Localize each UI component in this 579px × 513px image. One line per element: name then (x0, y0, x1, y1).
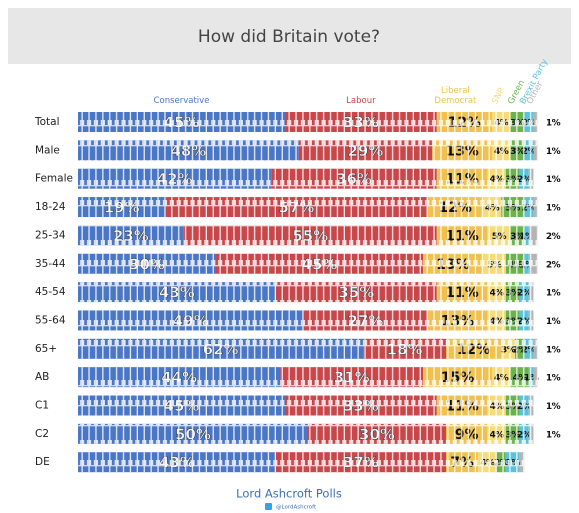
value-label: 1% (546, 289, 561, 299)
icon-texture (78, 310, 534, 331)
icon-texture (78, 423, 534, 444)
legend-label: Liberal Democrat (434, 86, 477, 106)
value-label: 2% (546, 232, 561, 242)
icon-texture (78, 253, 538, 274)
row-label: 18-24 (35, 201, 66, 213)
value-label: 1% (546, 119, 561, 129)
row-label: AB (35, 371, 49, 383)
icon-texture (78, 112, 538, 132)
value-label: 1% (546, 374, 561, 384)
row-label: 65+ (35, 343, 57, 355)
value-label: 1% (546, 147, 561, 157)
icon-texture (78, 282, 534, 303)
row-label: 25-34 (35, 229, 66, 241)
value-label: 1% (546, 204, 561, 214)
legend-label: Labour (346, 96, 376, 106)
title-band (8, 8, 571, 64)
icon-texture (78, 452, 525, 473)
legend-label: Conservative (153, 96, 210, 106)
value-label: 1% (546, 175, 561, 185)
icon-texture (78, 338, 538, 359)
row-label: C1 (35, 400, 49, 412)
icon-texture (78, 367, 538, 388)
twitter-icon (265, 503, 272, 510)
icon-texture (78, 168, 534, 189)
chart-title: How did Britain vote? (198, 27, 380, 47)
value-label: 1% (546, 317, 561, 327)
icon-texture (78, 395, 534, 416)
row-label: 55-64 (35, 314, 66, 326)
row-label: DE (35, 456, 50, 468)
row-label: Total (34, 116, 60, 128)
value-label: 1% (546, 402, 561, 412)
icon-texture (78, 140, 538, 161)
row-label: 35-44 (35, 258, 66, 270)
row-label: Female (35, 173, 73, 185)
value-label: 1% (546, 345, 561, 355)
value-label: 1% (546, 430, 561, 440)
value-label: 2% (546, 260, 561, 270)
credit: @LordAshcroft (276, 505, 317, 511)
icon-texture (78, 225, 538, 246)
row-label: C2 (35, 428, 49, 440)
icon-texture (78, 197, 538, 218)
row-label: 45-54 (35, 286, 66, 298)
source: Lord Ashcroft Polls (236, 487, 342, 501)
row-label: Male (35, 144, 60, 156)
